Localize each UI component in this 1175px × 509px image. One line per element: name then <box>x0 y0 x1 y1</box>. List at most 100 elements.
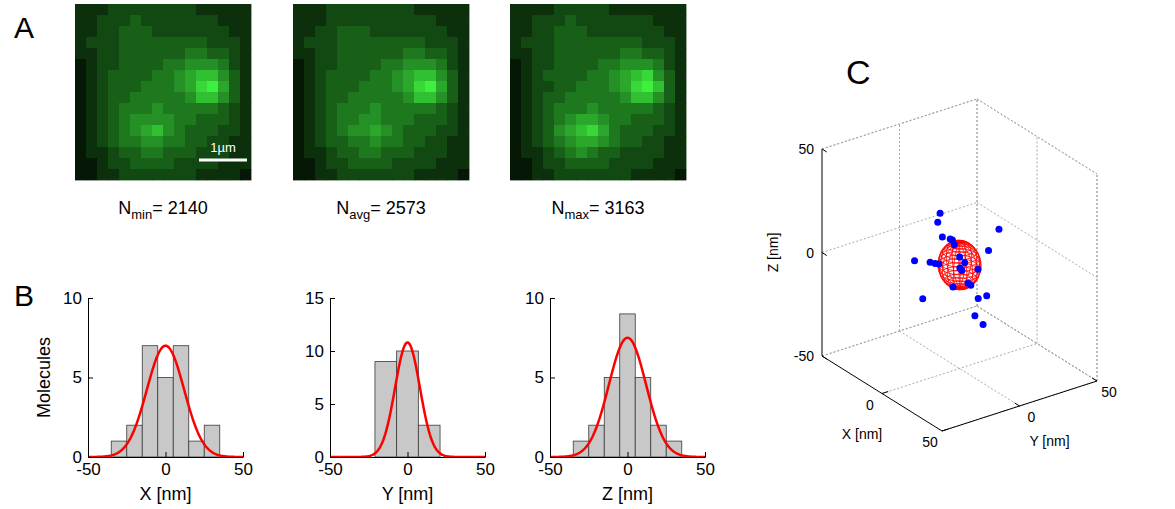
pixel <box>326 37 337 48</box>
axis-title: Molecules <box>34 337 54 418</box>
pixel <box>370 48 381 59</box>
pixel <box>174 26 185 37</box>
pixel <box>532 158 543 169</box>
pixel <box>326 114 337 125</box>
pixel <box>293 103 304 114</box>
pixel <box>598 169 609 180</box>
pixel <box>152 103 163 114</box>
pixel <box>403 59 414 70</box>
pixel <box>86 147 97 158</box>
pixel <box>130 37 141 48</box>
pixel <box>370 15 381 26</box>
pixel <box>381 37 392 48</box>
pixel <box>359 169 370 180</box>
pixel <box>664 4 675 15</box>
pixel <box>620 147 631 158</box>
pixel <box>598 158 609 169</box>
pixel <box>163 15 174 26</box>
pixel <box>543 92 554 103</box>
pixel <box>565 103 576 114</box>
pixel <box>510 26 521 37</box>
pixel <box>229 15 240 26</box>
pixel <box>576 15 587 26</box>
pixel <box>554 103 565 114</box>
pixel <box>163 169 174 180</box>
pixel <box>185 26 196 37</box>
pixel <box>587 4 598 15</box>
panel-label: A <box>14 11 34 44</box>
pixel <box>414 48 425 59</box>
plot-area <box>88 346 243 457</box>
pixel <box>315 125 326 136</box>
pixel <box>436 81 447 92</box>
pixel <box>185 103 196 114</box>
pixel <box>510 92 521 103</box>
pixel <box>196 169 207 180</box>
image <box>293 4 469 180</box>
pixel <box>196 114 207 125</box>
pixel <box>97 26 108 37</box>
pixel <box>642 114 653 125</box>
pixel <box>664 103 675 114</box>
pixel <box>510 136 521 147</box>
pixel <box>185 114 196 125</box>
pixel <box>554 147 565 158</box>
pixel <box>381 136 392 147</box>
pixel <box>119 26 130 37</box>
pixel <box>218 15 229 26</box>
pixel <box>163 136 174 147</box>
pixel <box>664 26 675 37</box>
pixel <box>97 4 108 15</box>
point <box>911 257 918 264</box>
pixel <box>337 59 348 70</box>
pixel <box>436 4 447 15</box>
pixel <box>218 4 229 15</box>
tick-label: 10 <box>525 289 544 308</box>
pixel <box>532 4 543 15</box>
pixel <box>304 125 315 136</box>
point <box>949 237 956 244</box>
pixel <box>141 114 152 125</box>
pixel <box>75 26 86 37</box>
pixel <box>348 81 359 92</box>
pixel <box>75 70 86 81</box>
pixel <box>642 125 653 136</box>
pixel <box>381 125 392 136</box>
tick: 5 <box>73 368 93 387</box>
pixel <box>130 169 141 180</box>
pixel <box>565 92 576 103</box>
pixel <box>554 92 565 103</box>
plot-area <box>911 210 1002 328</box>
pixel <box>174 15 185 26</box>
pixel <box>75 15 86 26</box>
pixel <box>642 70 653 81</box>
pixel <box>587 92 598 103</box>
pixel <box>315 147 326 158</box>
pixel <box>370 114 381 125</box>
pixel <box>447 136 458 147</box>
pixel <box>196 81 207 92</box>
pixel <box>598 147 609 158</box>
pixel <box>229 26 240 37</box>
pixel <box>609 70 620 81</box>
pixel <box>97 15 108 26</box>
pixel <box>447 81 458 92</box>
tick-mark <box>243 452 244 457</box>
pixel <box>653 26 664 37</box>
tick-label: 5 <box>535 368 544 387</box>
pixel <box>543 48 554 59</box>
pixel <box>97 70 108 81</box>
pixel <box>642 81 653 92</box>
pixel <box>97 147 108 158</box>
bar <box>189 441 205 457</box>
pixel <box>337 48 348 59</box>
caption-symbol: N <box>336 198 349 218</box>
bar <box>158 378 174 458</box>
pixel <box>565 59 576 70</box>
pixel <box>163 4 174 15</box>
tick: 50 <box>696 452 715 479</box>
tick-mark <box>330 404 335 405</box>
pixel <box>370 169 381 180</box>
pixel <box>185 59 196 70</box>
pixel <box>543 26 554 37</box>
